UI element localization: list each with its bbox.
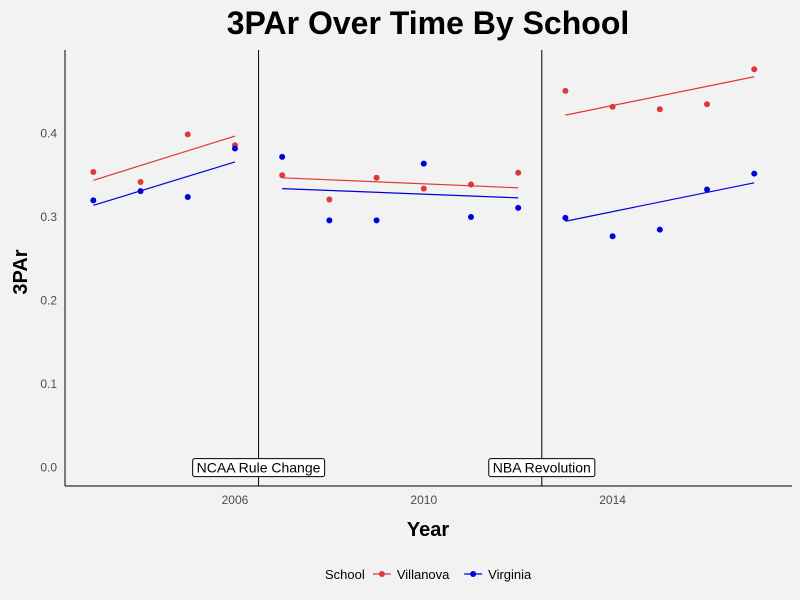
annotation-text: NCAA Rule Change xyxy=(197,460,321,476)
villanova-point xyxy=(420,185,427,192)
annotation-label: NBA Revolution xyxy=(488,458,596,478)
villanova-point xyxy=(137,178,144,185)
villanova-point xyxy=(704,101,711,108)
villanova-trend-line xyxy=(282,177,519,189)
annotation-box xyxy=(192,458,326,478)
virginia-trend-line xyxy=(93,161,236,206)
legend-title: School xyxy=(325,567,365,582)
villanova-point xyxy=(609,103,616,110)
legend: School Villanova Virginia xyxy=(325,567,532,582)
villanova-point xyxy=(184,131,191,138)
virginia-point xyxy=(704,186,711,193)
virginia-point xyxy=(656,226,663,233)
plot-area: 0.0 0.1 0.2 0.3 0.4 2006 2010 2014 NCAA Rule Cha… xyxy=(40,50,792,507)
y-tick-label: 0.3 xyxy=(40,210,57,224)
legend-point xyxy=(378,571,385,577)
virginia-trend-line xyxy=(282,188,519,199)
legend-point xyxy=(470,571,477,577)
legend-label-villanova: Villanova xyxy=(397,567,450,582)
annotation-box xyxy=(488,458,596,478)
villanova-trend-line xyxy=(93,135,236,181)
y-axis-title: 3PAr xyxy=(10,249,32,294)
virginia-trend-line xyxy=(565,182,755,222)
virginia-point xyxy=(231,145,238,152)
villanova-point xyxy=(326,196,333,203)
villanova-trend-line xyxy=(565,76,755,116)
virginia-point xyxy=(420,160,427,167)
legend-key-villanova xyxy=(372,571,391,577)
villanova-point xyxy=(562,87,569,94)
villanova-point xyxy=(467,181,474,188)
virginia-point xyxy=(609,233,616,240)
virginia-point xyxy=(373,217,380,224)
virginia-point xyxy=(326,217,333,224)
x-tick-label: 2010 xyxy=(410,493,437,507)
virginia-point xyxy=(279,153,286,160)
y-tick-label: 0.0 xyxy=(40,461,57,475)
villanova-point xyxy=(279,172,286,179)
villanova-point xyxy=(751,66,758,73)
virginia-point xyxy=(90,197,97,204)
virginia-point xyxy=(751,170,758,177)
virginia-point xyxy=(137,188,144,195)
x-tick-label: 2014 xyxy=(599,493,626,507)
legend-key-virginia xyxy=(464,571,483,577)
villanova-point xyxy=(90,168,97,175)
virginia-point xyxy=(515,204,522,211)
x-tick-label: 2006 xyxy=(222,493,249,507)
virginia-point xyxy=(467,214,474,221)
virginia-point xyxy=(184,194,191,201)
annotation-label: NCAA Rule Change xyxy=(192,458,326,478)
legend-label-virginia: Virginia xyxy=(488,567,532,582)
annotation-text: NBA Revolution xyxy=(493,460,591,476)
y-tick-label: 0.2 xyxy=(40,294,57,308)
x-axis-title: Year xyxy=(407,519,449,541)
virginia-point xyxy=(562,214,569,221)
villanova-point xyxy=(656,106,663,113)
y-tick-label: 0.4 xyxy=(40,127,57,141)
villanova-point xyxy=(515,169,522,176)
chart-title: 3PAr Over Time By School xyxy=(227,5,630,41)
villanova-point xyxy=(373,174,380,181)
y-tick-label: 0.1 xyxy=(40,377,57,391)
